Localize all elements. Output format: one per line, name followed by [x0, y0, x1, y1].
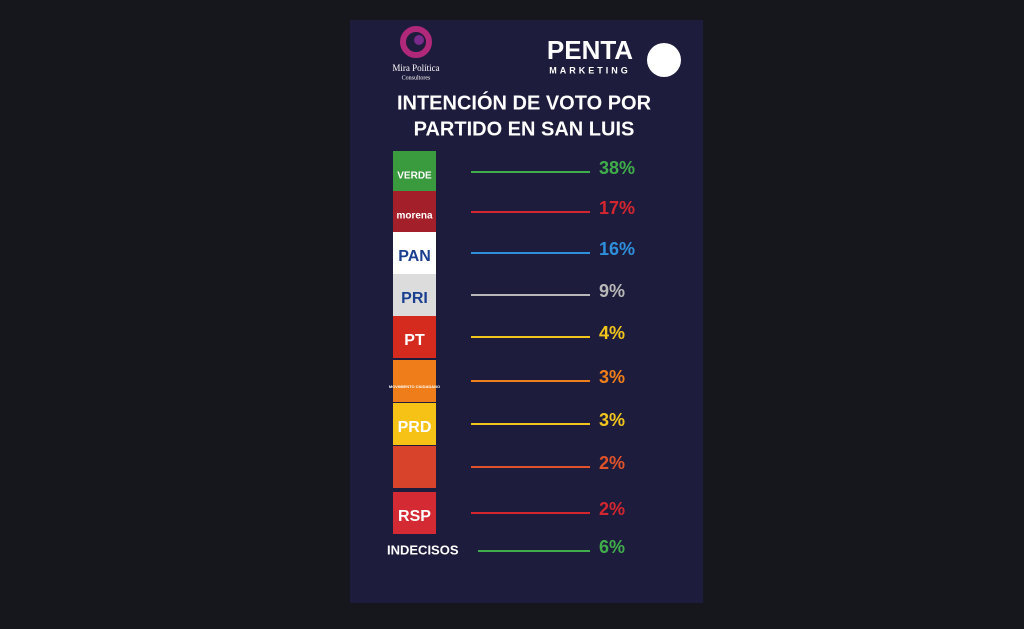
brand-right: PENTA [547, 35, 633, 65]
mira-logo [400, 26, 432, 58]
party-logo [393, 446, 436, 488]
row-value: 38% [599, 158, 635, 178]
party-logo-text: PT [404, 332, 425, 349]
row-value: 16% [599, 239, 635, 259]
row-value: 3% [599, 410, 625, 430]
party-logo-text: PRD [398, 419, 432, 436]
row-value: 6% [599, 537, 625, 557]
row-label: INDECISOS [387, 542, 459, 557]
party-logo [393, 232, 436, 274]
brand-left: Mira Política [392, 63, 439, 73]
globe [647, 43, 681, 77]
row-value: 3% [599, 367, 625, 387]
party-logo [393, 151, 436, 193]
row-value: 2% [599, 453, 625, 473]
row-value: 9% [599, 281, 625, 301]
party-logo-text: RSP [398, 508, 431, 525]
party-logo-text: PAN [398, 248, 431, 265]
party-logo-text: VERDE [397, 171, 432, 182]
party-logo-text: morena [396, 211, 433, 222]
mira-logo-eye [414, 35, 424, 45]
party-logo-text: MOVIMIENTO CIUDADANO [389, 384, 440, 389]
party-logo [393, 274, 436, 316]
title-line: INTENCIÓN DE VOTO POR [397, 90, 652, 114]
row-value: 4% [599, 323, 625, 343]
party-logo-text: PRI [401, 290, 428, 307]
row-value: 2% [599, 499, 625, 519]
party-logo [393, 191, 436, 233]
brand-right-sub: MARKETING [549, 65, 631, 75]
title-line: PARTIDO EN SAN LUIS [414, 118, 635, 140]
brand-left-sub: Consultores [402, 75, 431, 81]
party-logo [393, 316, 436, 358]
row-value: 17% [599, 198, 635, 218]
party-logo [393, 360, 436, 402]
party-logo [393, 492, 436, 534]
party-logo [393, 403, 436, 445]
